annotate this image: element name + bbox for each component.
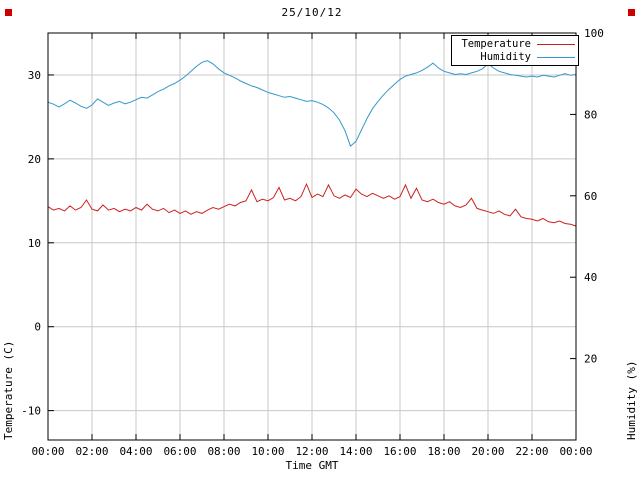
legend-label-temperature: Temperature bbox=[461, 38, 531, 50]
legend-item-humidity: Humidity bbox=[455, 51, 575, 63]
x-tick-label: 14:00 bbox=[339, 445, 372, 458]
y-right-tick-label: 100 bbox=[584, 27, 604, 40]
x-tick-label: 00:00 bbox=[559, 445, 592, 458]
x-tick-label: 08:00 bbox=[207, 445, 240, 458]
y-right-tick-label: 80 bbox=[584, 108, 597, 121]
corner-marker-right bbox=[628, 9, 635, 16]
x-axis-title: Time GMT bbox=[285, 459, 339, 472]
y-right-tick-label: 60 bbox=[584, 190, 597, 203]
chart-title: 25/10/12 bbox=[281, 6, 343, 19]
x-tick-label: 20:00 bbox=[471, 445, 504, 458]
x-tick-label: 18:00 bbox=[427, 445, 460, 458]
x-tick-label: 02:00 bbox=[75, 445, 108, 458]
x-tick-label: 06:00 bbox=[163, 445, 196, 458]
legend-item-temperature: Temperature bbox=[455, 38, 575, 50]
x-tick-label: 00:00 bbox=[31, 445, 64, 458]
y-left-tick-label: 30 bbox=[28, 69, 41, 82]
legend: Temperature Humidity bbox=[451, 35, 579, 66]
humidity-line-sample bbox=[537, 56, 575, 58]
y-left-tick-label: 10 bbox=[28, 237, 41, 250]
right-axis-title: Humidity (%) bbox=[625, 360, 638, 440]
legend-label-humidity: Humidity bbox=[480, 51, 531, 63]
corner-marker-left bbox=[5, 9, 12, 16]
x-tick-label: 22:00 bbox=[515, 445, 548, 458]
y-left-tick-label: -10 bbox=[21, 405, 41, 418]
x-tick-label: 12:00 bbox=[295, 445, 328, 458]
temperature-line-sample bbox=[537, 43, 575, 45]
y-left-tick-label: 20 bbox=[28, 153, 41, 166]
x-tick-label: 10:00 bbox=[251, 445, 284, 458]
x-tick-label: 16:00 bbox=[383, 445, 416, 458]
series-temperature bbox=[47, 182, 577, 227]
y-right-tick-label: 20 bbox=[584, 353, 597, 366]
y-left-tick-label: 0 bbox=[34, 321, 41, 334]
left-axis-title: Temperature (C) bbox=[2, 340, 15, 440]
y-right-tick-label: 40 bbox=[584, 271, 597, 284]
x-tick-label: 04:00 bbox=[119, 445, 152, 458]
